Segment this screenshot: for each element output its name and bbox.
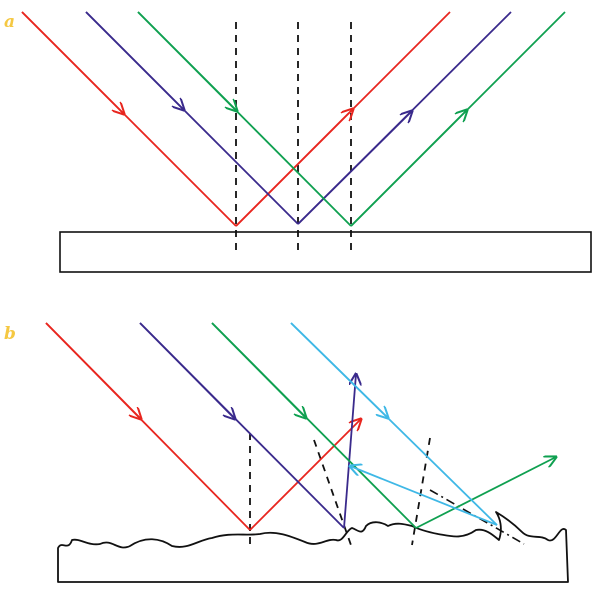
normal-line-cyan-b	[429, 489, 525, 545]
incident-arrow-navy-a	[85, 11, 184, 110]
panel-a-specular-reflection	[21, 11, 592, 273]
incident-arrow-navy-b	[139, 322, 235, 419]
reflected-ray-green-b	[415, 457, 556, 529]
smooth-surface-slab	[59, 231, 592, 273]
incident-arrow-red-b	[45, 322, 141, 419]
reflected-arrow-red-a	[235, 109, 353, 227]
normal-line-navy-b	[313, 439, 353, 549]
panel-b-diffuse-reflection	[45, 322, 569, 583]
incident-arrow-green-b	[211, 322, 306, 418]
incident-arrow-cyan-b	[290, 322, 388, 418]
reflected-ray-navy-b	[343, 374, 356, 529]
reflected-arrow-green-a	[350, 110, 467, 227]
reflected-ray-cyan-b	[350, 466, 498, 526]
incident-arrow-red-a	[21, 11, 124, 114]
incident-arrow-green-a	[137, 11, 237, 111]
panel-label-a: a	[4, 12, 16, 32]
reflected-arrow-navy-a	[297, 111, 412, 225]
reflected-ray-red-b	[249, 419, 361, 531]
rough-surface	[57, 511, 569, 583]
panel-label-b: b	[4, 324, 16, 344]
